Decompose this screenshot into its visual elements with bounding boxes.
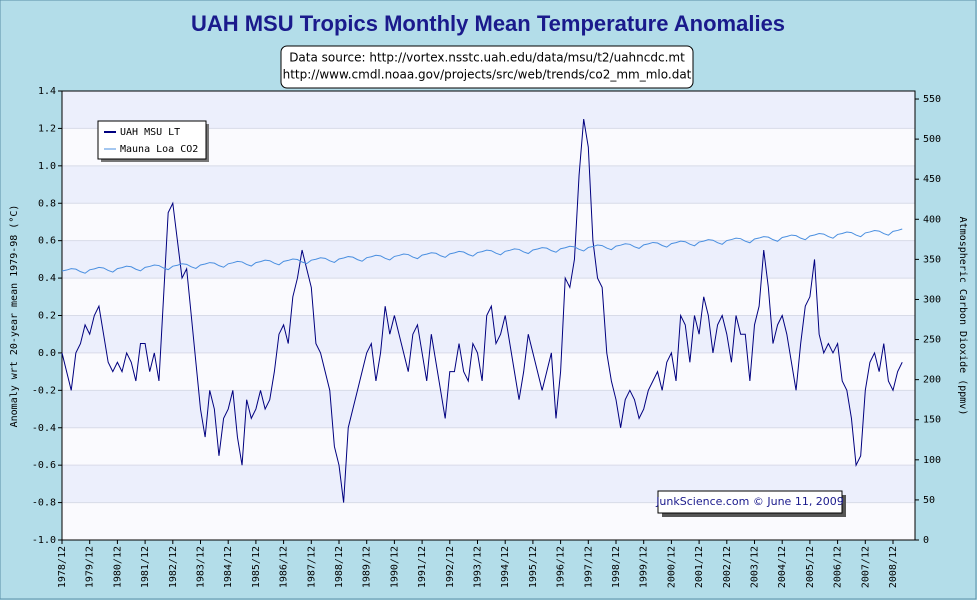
x-tick-label: 1994/12 [500,546,511,588]
y2-tick-label: 100 [923,455,941,466]
y2-axis-label: Atmospheric Carbon Dioxide (ppmv) [957,217,968,416]
y-tick-label: 1.0 [38,161,56,172]
y-tick-label: 0.0 [38,348,56,359]
y-tick-label: 0.2 [38,311,56,322]
x-tick-label: 1999/12 [639,546,650,588]
x-tick-label: 1998/12 [611,546,622,588]
x-tick-label: 1983/12 [196,546,207,588]
grid-band [62,390,915,428]
y2-tick-label: 350 [923,254,941,265]
grid-band [62,315,915,353]
legend-label: UAH MSU LT [120,127,180,138]
x-tick-label: 1985/12 [251,546,262,588]
x-tick-label: 2008/12 [888,546,899,588]
y-tick-label: 0.8 [38,198,56,209]
x-tick-label: 2007/12 [860,546,871,588]
y2-tick-label: 400 [923,214,941,225]
y2-tick-label: 50 [923,495,935,506]
x-tick-label: 1990/12 [389,546,400,588]
x-tick-label: 1996/12 [556,546,567,588]
chart-title: UAH MSU Tropics Monthly Mean Temperature… [191,11,785,36]
x-tick-label: 1993/12 [473,546,484,588]
x-tick-label: 2004/12 [777,546,788,588]
y2-tick-label: 200 [923,375,941,386]
y-tick-label: -0.4 [32,423,56,434]
y-tick-label: 1.2 [38,123,56,134]
x-tick-label: 1995/12 [528,546,539,588]
series-line [61,118,903,503]
y-tick-label: 0.6 [38,236,56,247]
x-tick-label: 1980/12 [112,546,123,588]
y-tick-label: -0.6 [32,460,56,471]
x-tick-label: 1982/12 [168,546,179,588]
x-tick-label: 2003/12 [750,546,761,588]
x-tick-label: 1979/12 [85,546,96,588]
grid-band [62,240,915,279]
series-line [61,228,903,274]
plot-frame [61,90,916,541]
y-tick-label: 0.4 [38,273,56,284]
x-tick-label: 1978/12 [57,546,68,588]
x-tick-label: 2000/12 [666,546,677,588]
y2-tick-label: 150 [923,415,941,426]
x-tick-label: 1988/12 [334,546,345,588]
y-axis-label: Anomaly wrt 20-year mean 1979-98 (°C) [9,205,20,428]
subtitle: http://www.cmdl.noaa.gov/projects/src/we… [283,68,692,82]
subtitle: Data source: http://vortex.nsstc.uah.edu… [289,51,685,65]
y2-tick-label: 0 [923,535,929,546]
legend-box [97,120,207,160]
y2-tick-label: 450 [923,174,941,185]
x-tick-label: 1984/12 [223,546,234,588]
x-tick-label: 2005/12 [805,546,816,588]
subtitle-box [280,45,694,89]
y2-tick-label: 550 [923,94,941,105]
y2-tick-label: 300 [923,294,941,305]
x-tick-label: 2002/12 [722,546,733,588]
annotation: JunkScience.com © June 11, 2009 [655,495,844,508]
x-tick-label: 1987/12 [306,546,317,588]
x-tick-label: 1991/12 [417,546,428,588]
y2-tick-label: 250 [923,335,941,346]
x-tick-label: 2001/12 [694,546,705,588]
x-tick-label: 1986/12 [279,546,290,588]
annotation-box [657,490,843,514]
y-tick-label: -1.0 [32,535,56,546]
x-tick-label: 1989/12 [362,546,373,588]
legend-label: Mauna Loa CO2 [120,144,198,155]
y-tick-label: 1.4 [38,86,56,97]
y2-tick-label: 500 [923,134,941,145]
x-tick-label: 1997/12 [583,546,594,588]
y-tick-label: -0.2 [32,385,56,396]
grid-band [62,165,915,204]
x-tick-label: 1981/12 [140,546,151,588]
x-tick-label: 2006/12 [833,546,844,588]
x-tick-label: 1992/12 [445,546,456,588]
y-tick-label: -0.8 [32,498,56,509]
